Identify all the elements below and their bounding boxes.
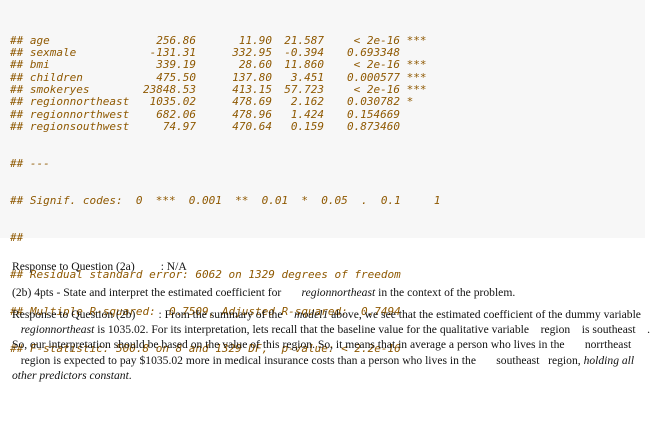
coef-estimate: 74.97 bbox=[162, 120, 196, 134]
coefficient-row: ## smokeryes 23848.53 413.15 57.723 < 2e-16 … bbox=[10, 83, 645, 97]
coef-signif: *** bbox=[406, 58, 427, 72]
coefficient-row: ## sexmale -131.31 332.95 -0.394 0.693348 bbox=[10, 46, 645, 60]
question-2b: (2b) 4pts - State and interpret the esti… bbox=[12, 285, 652, 301]
coef-t-value: 57.723 bbox=[284, 83, 324, 97]
coef-p-value: 0.693348 bbox=[347, 46, 400, 60]
response-2b-part7: region, bbox=[548, 353, 581, 367]
response-2b-part5: . So, our interpretation should be based… bbox=[12, 323, 651, 352]
coef-t-value: 0.159 bbox=[290, 120, 324, 134]
region-word: region bbox=[540, 323, 571, 337]
coef-std-error: 413.15 bbox=[232, 83, 272, 97]
coefficient-row: ## regionnorthwest 682.06 478.96 1.424 0.154… bbox=[10, 107, 645, 121]
response-2b-part6: region is expected to pay $1035.02 more … bbox=[20, 353, 476, 367]
dummy-variable-name: regionnortheast bbox=[20, 323, 95, 337]
question-2b-variable: regionnortheast bbox=[301, 286, 376, 299]
coef-p-value: < 2e-16 bbox=[353, 58, 400, 72]
coef-std-error: 28.60 bbox=[238, 58, 272, 72]
coef-std-error: 137.80 bbox=[232, 70, 272, 84]
coef-t-value: 3.451 bbox=[290, 70, 324, 84]
coefficient-row: ## children 475.50 137.80 3.451 0.000577 *** bbox=[10, 70, 645, 84]
coef-term: ## regionnorthwest bbox=[10, 107, 130, 121]
r-squared-line: ## Multiple R-squared: 0.7509, Adjusted … bbox=[10, 305, 401, 319]
coefficient-row: ## regionnortheast 1035.02 478.69 2.162 0.03… bbox=[10, 95, 645, 109]
coef-estimate: 256.86 bbox=[156, 33, 196, 47]
coefficient-row: ## age 256.86 11.90 21.587 < 2e-16 *** bbox=[10, 33, 645, 47]
coef-t-value: 21.587 bbox=[284, 33, 324, 47]
coef-std-error: 332.95 bbox=[232, 46, 272, 60]
northeast-word: norrtheast bbox=[584, 338, 632, 352]
coef-estimate: 1035.02 bbox=[149, 95, 196, 109]
response-2b-label: Response to Question (2b) bbox=[12, 308, 136, 321]
coef-t-value: 2.162 bbox=[290, 95, 324, 109]
response-2b-part3: is 1035.02. For its interpretation, lets… bbox=[97, 323, 529, 337]
coef-p-value: < 2e-16 bbox=[353, 33, 400, 47]
coef-std-error: 478.96 bbox=[232, 107, 272, 121]
model-name: model1 bbox=[294, 308, 329, 321]
coef-estimate: 339.19 bbox=[156, 58, 196, 72]
response-2a: Response to Question (2a) : N/A bbox=[12, 259, 652, 275]
question-2b-tail: in the context of the problem. bbox=[378, 286, 516, 299]
coef-p-value: 0.873460 bbox=[347, 120, 400, 134]
coef-signif: *** bbox=[406, 70, 427, 84]
coef-estimate: -131.31 bbox=[149, 46, 196, 60]
coefficient-rows: ## age 256.86 11.90 21.587 < 2e-16 *** ## sex… bbox=[10, 33, 645, 134]
response-2a-value: : N/A bbox=[160, 260, 187, 273]
response-2b-part2: above, we see that the estimated coeffic… bbox=[331, 308, 641, 321]
coef-term: ## sexmale bbox=[10, 46, 77, 60]
separator-line: ## --- bbox=[10, 157, 50, 171]
response-2a-label: Response to Question (2a) bbox=[12, 260, 135, 273]
coef-estimate: 475.50 bbox=[156, 70, 196, 84]
coef-std-error: 11.90 bbox=[238, 33, 272, 47]
coef-signif: *** bbox=[406, 83, 427, 97]
question-2b-text: (2b) 4pts - State and interpret the esti… bbox=[12, 286, 282, 299]
coef-p-value: 0.154669 bbox=[347, 107, 400, 121]
blank-comment-line: ## bbox=[10, 231, 24, 245]
coef-term: ## regionsouthwest bbox=[10, 120, 130, 134]
coef-std-error: 470.64 bbox=[232, 120, 272, 134]
signif-codes-line: ## Signif. codes: 0 *** 0.001 ** 0.01 * … bbox=[10, 194, 441, 208]
coef-term: ## bmi bbox=[10, 58, 50, 72]
coef-estimate: 682.06 bbox=[156, 107, 196, 121]
response-2b-part1: : From the summary of the bbox=[158, 308, 283, 321]
coef-signif: *** bbox=[406, 33, 427, 47]
coef-p-value: < 2e-16 bbox=[353, 83, 400, 97]
coef-t-value: 1.424 bbox=[290, 107, 324, 121]
coef-p-value: 0.030782 bbox=[347, 95, 400, 109]
coef-term: ## smokeryes bbox=[10, 83, 90, 97]
coef-estimate: 23848.53 bbox=[143, 83, 196, 97]
emphasis-holding-constant: holding all other predictors constant bbox=[12, 353, 635, 382]
response-2b-end: . bbox=[128, 368, 132, 382]
coef-t-value: -0.394 bbox=[284, 46, 324, 60]
coefficient-row: ## regionsouthwest 74.97 470.64 0.159 0.8734… bbox=[10, 120, 645, 134]
southeast-word: southeast bbox=[496, 353, 540, 367]
r-output-block: ## age 256.86 11.90 21.587 < 2e-16 *** ## sex… bbox=[10, 33, 645, 356]
coefficient-row: ## bmi 339.19 28.60 11.860 < 2e-16 *** bbox=[10, 58, 645, 72]
f-statistic-line: ## F-statistic: 500.8 on 8 and 1329 DF, … bbox=[10, 342, 401, 356]
coef-t-value: 11.860 bbox=[284, 58, 324, 72]
coef-term: ## age bbox=[10, 33, 50, 47]
response-2b: Response to Question (2b) : From the sum… bbox=[12, 307, 652, 383]
coef-term: ## children bbox=[10, 70, 83, 84]
coef-signif: * bbox=[406, 95, 414, 109]
coef-term: ## regionnortheast bbox=[10, 95, 130, 109]
coef-p-value: 0.000577 bbox=[347, 70, 400, 84]
residual-se-line: ## Residual standard error: 6062 on 1329… bbox=[10, 268, 401, 282]
response-2b-part4: is southeast bbox=[581, 323, 636, 337]
coef-std-error: 478.69 bbox=[232, 95, 272, 109]
